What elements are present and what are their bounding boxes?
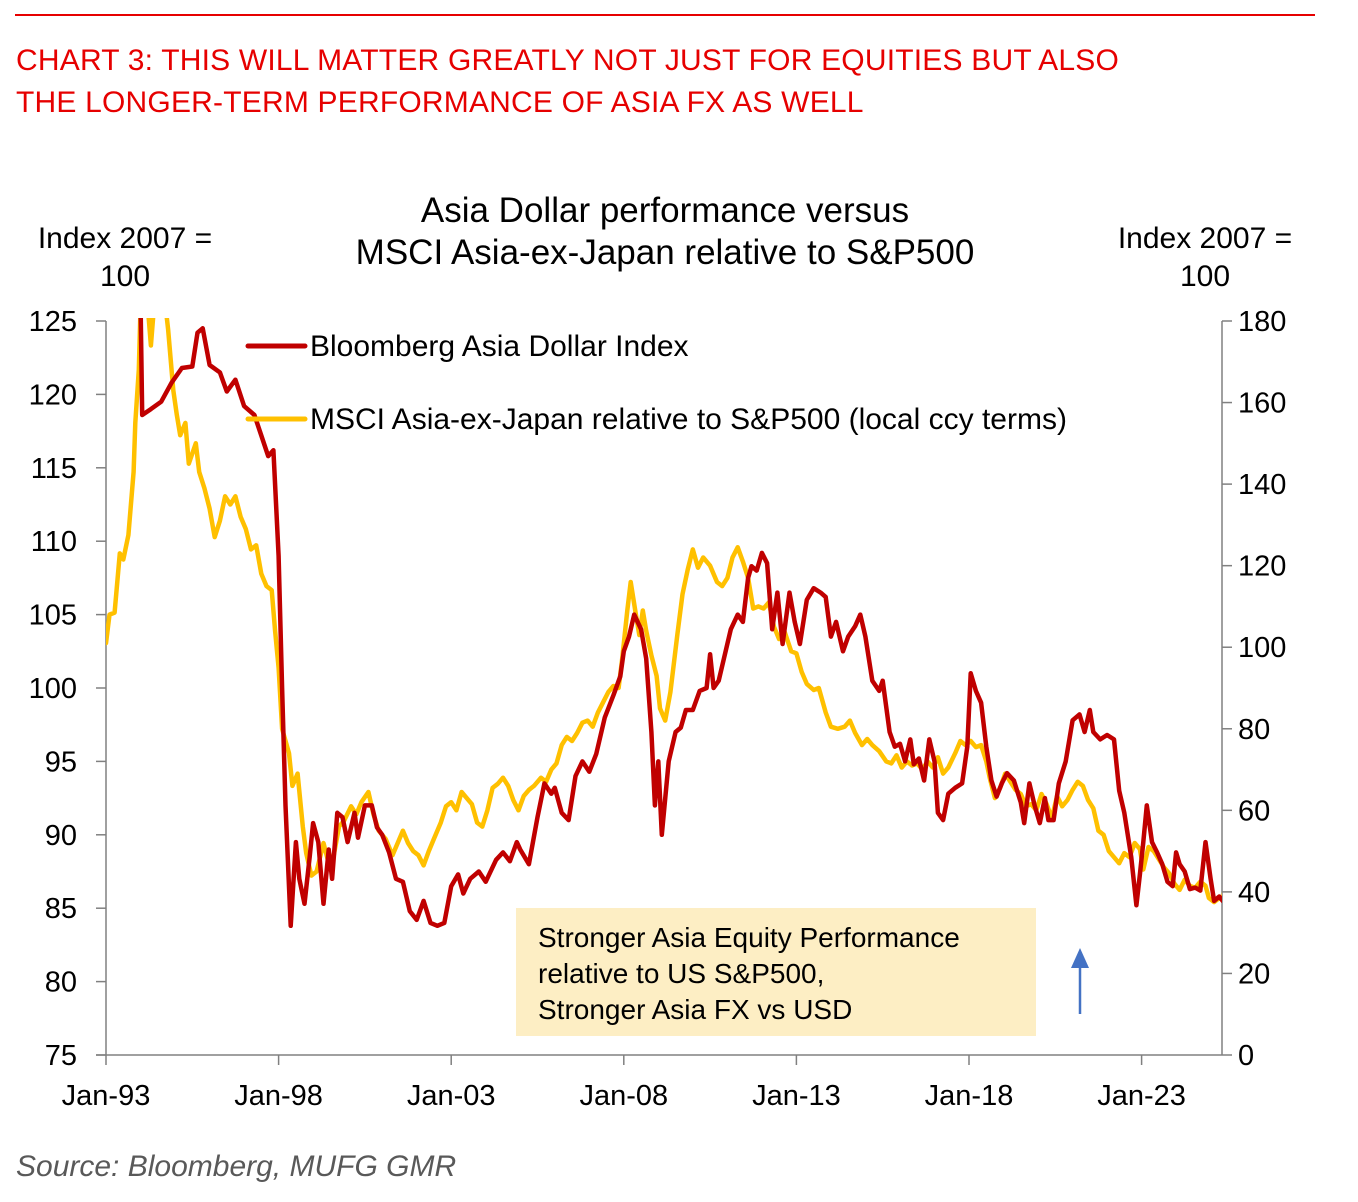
annotation-line-3: Stronger Asia FX vs USD (538, 994, 853, 1025)
x-tick-label: Jan-03 (407, 1080, 496, 1112)
legend: Bloomberg Asia Dollar Index MSCI Asia-ex… (245, 330, 1067, 436)
headline-line-1: CHART 3: THIS WILL MATTER GREATLY NOT JU… (16, 44, 1120, 77)
right-y-tick-label: 0 (1238, 1040, 1254, 1072)
x-tick-label: Jan-08 (579, 1080, 668, 1112)
x-tick-label: Jan-23 (1097, 1080, 1186, 1112)
headline: CHART 3: THIS WILL MATTER GREATLY NOT JU… (16, 40, 1336, 124)
left-y-tick-label: 95 (45, 746, 77, 778)
top-rule (15, 14, 1315, 16)
right-axis-unit-line-1: Index 2007 = (1117, 222, 1293, 255)
series-line-asia-dollar (138, 318, 1222, 929)
up-arrow-icon (1071, 948, 1089, 1014)
right-y-tick-label: 20 (1238, 958, 1270, 990)
right-axis-unit-line-2: 100 (1179, 260, 1231, 293)
right-y-tick-label: 120 (1238, 551, 1286, 583)
left-axis-unit-line-2: 100 (99, 260, 151, 293)
left-y-tick-label: 110 (31, 526, 77, 558)
x-tick-label: Jan-98 (234, 1080, 323, 1112)
legend-label-asia-dollar: Bloomberg Asia Dollar Index (310, 330, 689, 363)
x-tick-label: Jan-93 (62, 1080, 151, 1112)
left-y-tick-label: 100 (29, 673, 77, 705)
right-y-tick-label: 160 (1238, 388, 1286, 420)
left-y-tick-label: 125 (29, 306, 77, 338)
right-y-tick-label: 180 (1238, 306, 1286, 338)
right-y-tick-label: 100 (1238, 632, 1286, 664)
chart-title: Asia Dollar performance versus MSCI Asia… (270, 190, 1060, 274)
left-y-tick-label: 80 (45, 967, 77, 999)
left-y-tick-label: 105 (29, 600, 77, 632)
left-axis-unit-line-1: Index 2007 = (37, 222, 213, 255)
right-y-tick-label: 60 (1238, 795, 1270, 827)
left-y-tick-label: 120 (29, 379, 77, 411)
chart-title-line-1: Asia Dollar performance versus (420, 191, 910, 230)
left-axis-unit-label: Index 2007 = 100 (15, 220, 235, 296)
source-note: Source: Bloomberg, MUFG GMR (16, 1150, 457, 1183)
left-y-tick-label: 85 (45, 893, 77, 925)
right-axis-unit-label: Index 2007 = 100 (1095, 220, 1315, 296)
right-y-tick-label: 80 (1238, 714, 1270, 746)
annotation-text: Stronger Asia Equity Performance relativ… (538, 920, 960, 1028)
left-y-tick-label: 115 (31, 453, 77, 485)
right-y-tick-label: 40 (1238, 877, 1270, 909)
annotation-line-1: Stronger Asia Equity Performance (538, 922, 960, 953)
left-y-tick-label: 90 (45, 820, 77, 852)
series-layer (106, 318, 1222, 929)
left-y-tick-label: 75 (45, 1040, 77, 1072)
right-y-tick-label: 140 (1238, 469, 1286, 501)
x-tick-label: Jan-13 (752, 1080, 841, 1112)
chart-title-line-2: MSCI Asia-ex-Japan relative to S&P500 (355, 233, 975, 272)
annotation-box: Stronger Asia Equity Performance relativ… (516, 908, 1036, 1036)
legend-label-msci: MSCI Asia-ex-Japan relative to S&P500 (l… (310, 403, 1067, 436)
headline-line-2: THE LONGER-TERM PERFORMANCE OF ASIA FX A… (16, 86, 864, 119)
axes: 75 80 85 90 95 100 105 110 115 120 125 0 20 40 60 80 100… (29, 306, 1287, 1112)
annotation-line-2: relative to US S&P500, (538, 958, 825, 989)
x-tick-label: Jan-18 (925, 1080, 1014, 1112)
